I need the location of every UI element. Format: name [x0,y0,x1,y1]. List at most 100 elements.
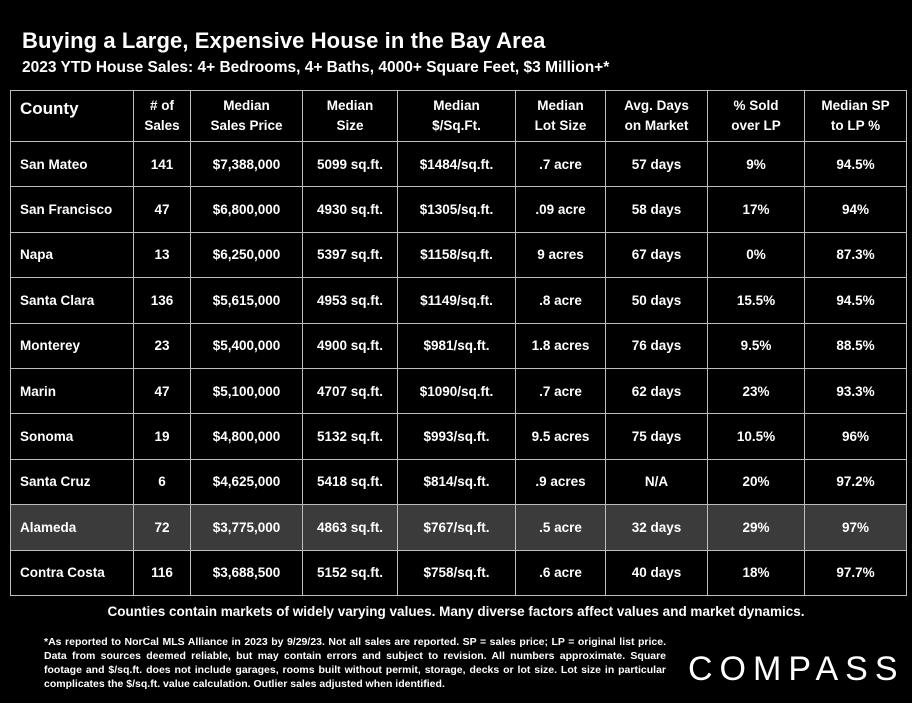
table-cell: .7 acre [515,367,606,415]
table-cell: $993/sq.ft. [397,413,516,460]
table-row: Alameda 72 $3,775,000 4863 sq.ft. $767/sq.ft… [10,504,907,551]
table-cell: 97.2% [804,458,907,506]
table-cell: $6,800,000 [190,186,303,233]
table-cell: $1305/sq.ft. [397,186,516,233]
table-cell: 5397 sq.ft. [302,231,398,279]
table-cell: $6,250,000 [190,231,303,279]
table-cell: 23% [707,367,805,415]
table-cell: 5132 sq.ft. [302,413,398,460]
table-row: Contra Costa 116 $3,688,500 5152 sq.ft. $758… [10,549,907,597]
table-cell: 4900 sq.ft. [302,322,398,369]
county-cell: San Francisco [10,186,134,233]
table-cell: 20% [707,458,805,506]
table-cell: $1090/sq.ft. [397,367,516,415]
chart-title: Buying a Large, Expensive House in the B… [22,28,546,53]
table-cell: $1484/sq.ft. [397,140,516,188]
table-cell: $4,625,000 [190,458,303,506]
table-row: San Mateo 141 $7,388,000 5099 sq.ft. $1484/s… [10,140,907,188]
chart-subtitle: 2023 YTD House Sales: 4+ Bedrooms, 4+ Ba… [22,59,610,76]
table-cell: .9 acres [515,458,606,506]
column-header-line: Median [223,98,270,113]
table-cell: 67 days [605,231,708,279]
table-cell: N/A [605,458,708,506]
table-row: San Francisco 47 $6,800,000 4930 sq.ft. $130… [10,186,907,233]
table-cell: 97.7% [804,549,907,597]
table-cell: 15.5% [707,277,805,324]
county-cell: Santa Clara [10,277,134,324]
table-cell: 23 [133,322,191,369]
table-cell: 5152 sq.ft. [302,549,398,597]
table-row: Sonoma 19 $4,800,000 5132 sq.ft. $993/sq.ft.… [10,413,907,460]
table-cell: 9.5% [707,322,805,369]
table-header-row: County # of Sales Median Sales Price Median Si… [10,90,907,142]
compass-logo: COMPASS [688,650,905,688]
column-header-line: Median [433,98,480,113]
column-header-line: % Sold [733,98,779,113]
county-cell: Napa [10,231,134,279]
column-header-line: $/Sq.Ft. [432,118,481,133]
table-cell: 87.3% [804,231,907,279]
table-cell: 97% [804,504,907,551]
table-cell: .6 acre [515,549,606,597]
table-cell: 116 [133,549,191,597]
county-cell: Sonoma [10,413,134,460]
table-cell: 19 [133,413,191,460]
table-cell: 4953 sq.ft. [302,277,398,324]
table-cell: 72 [133,504,191,551]
county-cell: Marin [10,367,134,415]
table-cell: 18% [707,549,805,597]
column-header-2: Median Sales Price [190,90,303,142]
table-cell: 94% [804,186,907,233]
table-cell: 141 [133,140,191,188]
table-cell: 47 [133,367,191,415]
table-cell: 1.8 acres [515,322,606,369]
table-cell: $3,775,000 [190,504,303,551]
column-header-0: County [10,90,134,142]
column-header-line: Avg. Days [624,98,689,113]
column-header-line: Sales Price [210,118,283,133]
table-cell: 62 days [605,367,708,415]
table-cell: 57 days [605,140,708,188]
column-header-line: Lot Size [534,118,587,133]
table-cell: 29% [707,504,805,551]
table-cell: $758/sq.ft. [397,549,516,597]
table-cell: 4707 sq.ft. [302,367,398,415]
table-cell: 40 days [605,549,708,597]
table-row: Santa Cruz 6 $4,625,000 5418 sq.ft. $814/sq.… [10,458,907,506]
table-cell: 94.5% [804,140,907,188]
table-cell: $5,100,000 [190,367,303,415]
county-cell: Monterey [10,322,134,369]
table-cell: 96% [804,413,907,460]
table-row: Napa 13 $6,250,000 5397 sq.ft. $1158/sq.ft. 9… [10,231,907,279]
column-header-line: County [20,99,79,118]
table-cell: $814/sq.ft. [397,458,516,506]
column-header-6: Avg. Days on Market [605,90,708,142]
table-row: Santa Clara 136 $5,615,000 4953 sq.ft. $1149… [10,277,907,324]
table-cell: 47 [133,186,191,233]
table-cell: 5418 sq.ft. [302,458,398,506]
table-cell: 13 [133,231,191,279]
table-cell: $3,688,500 [190,549,303,597]
table-cell: 88.5% [804,322,907,369]
sales-table: County # of Sales Median Sales Price Median Si… [10,90,907,597]
table-cell: $4,800,000 [190,413,303,460]
table-cell: 93.3% [804,367,907,415]
column-header-line: Median SP [821,98,890,113]
table-cell: 9 acres [515,231,606,279]
table-cell: 6 [133,458,191,506]
column-header-1: # of Sales [133,90,191,142]
table-cell: 32 days [605,504,708,551]
table-cell: 58 days [605,186,708,233]
table-cell: 136 [133,277,191,324]
table-cell: 4863 sq.ft. [302,504,398,551]
column-header-8: Median SP to LP % [804,90,907,142]
county-cell: Contra Costa [10,549,134,597]
table-cell: 17% [707,186,805,233]
column-header-line: Size [336,118,364,133]
table-cell: 50 days [605,277,708,324]
table-cell: $7,388,000 [190,140,303,188]
column-header-5: Median Lot Size [515,90,606,142]
market-note: Counties contain markets of widely varyi… [107,604,805,619]
footnote: *As reported to NorCal MLS Alliance in 2… [44,636,666,690]
county-cell: Alameda [10,504,134,551]
